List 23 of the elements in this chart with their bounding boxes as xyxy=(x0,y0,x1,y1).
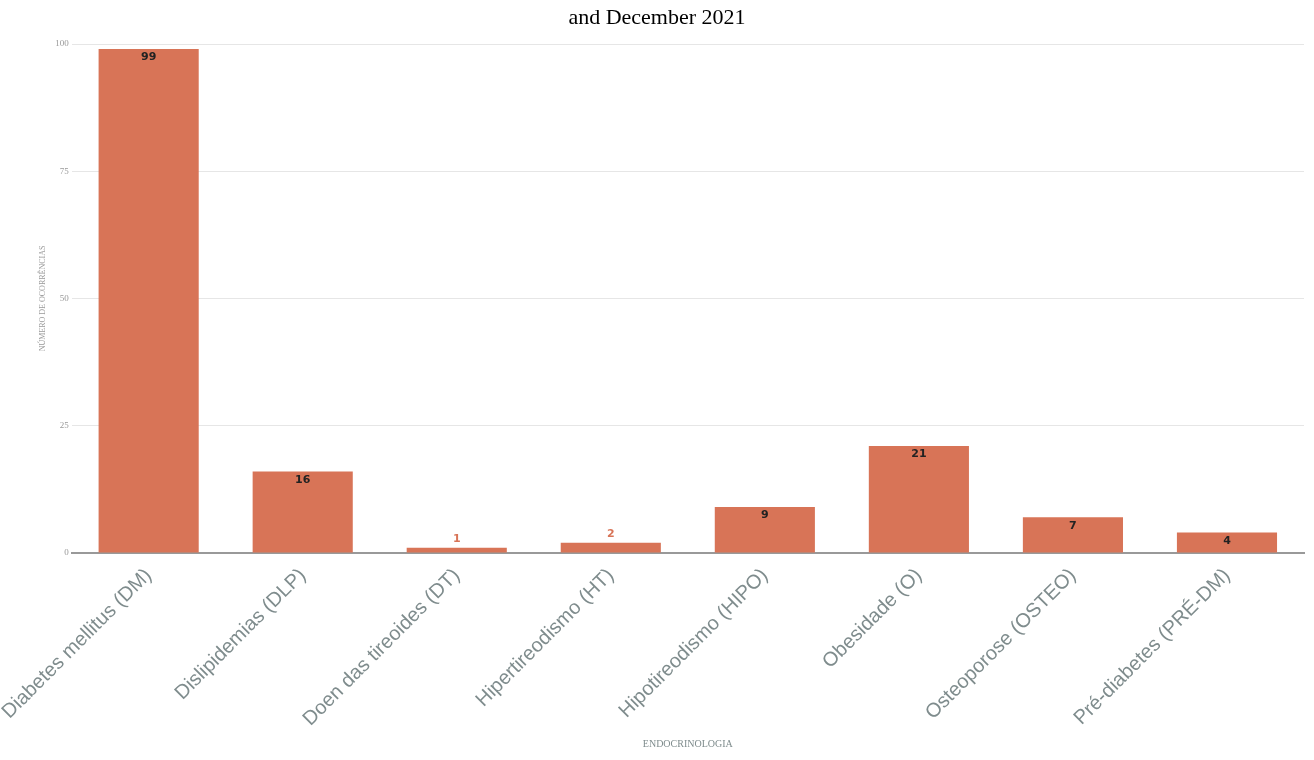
y-tick-label: 0 xyxy=(64,547,70,558)
data-label: 21 xyxy=(911,447,927,461)
y-axis-title: NÚMERO DE OCORRÊNCIAS xyxy=(37,245,48,352)
data-label: 4 xyxy=(1223,533,1232,547)
data-label: 1 xyxy=(452,532,461,546)
y-tick-label: 50 xyxy=(59,292,70,303)
bar xyxy=(1176,532,1278,553)
data-label: 7 xyxy=(1069,518,1077,532)
data-label: 9 xyxy=(761,508,769,522)
bar xyxy=(868,446,969,553)
data-label: 99 xyxy=(141,50,157,64)
x-axis-title: ENDOCRINOLOGIA xyxy=(642,737,734,749)
data-label: 2 xyxy=(606,527,615,541)
bar xyxy=(714,507,815,553)
bar xyxy=(252,471,353,553)
chart-title: and December 2021 xyxy=(567,3,747,31)
y-tick-label: 75 xyxy=(59,165,70,176)
bar xyxy=(98,49,199,553)
bar xyxy=(1022,517,1123,553)
y-tick-label: 100 xyxy=(55,38,70,49)
y-tick-label: 25 xyxy=(59,420,70,431)
data-label: 16 xyxy=(295,472,311,486)
bar xyxy=(560,542,661,553)
